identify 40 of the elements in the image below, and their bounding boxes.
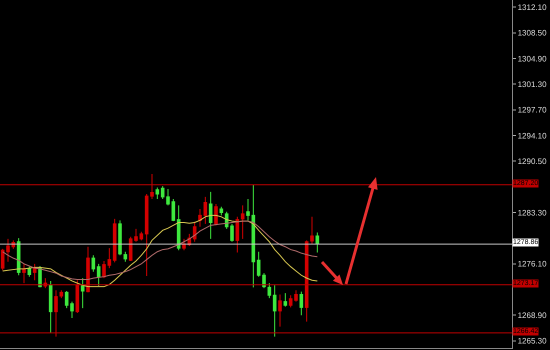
candlestick xyxy=(278,294,282,328)
candlestick xyxy=(156,187,160,200)
candlestick xyxy=(92,254,96,272)
candlestick xyxy=(310,216,314,244)
candlestick xyxy=(240,204,244,240)
candlestick xyxy=(284,292,288,308)
y-tick-label: 1283.30 xyxy=(518,208,548,218)
candlestick xyxy=(272,284,276,338)
candlestick xyxy=(112,218,116,263)
y-tick-label: 1265.30 xyxy=(518,336,548,346)
candlestick xyxy=(208,191,212,240)
candlestick xyxy=(22,263,26,284)
candlestick xyxy=(214,203,218,226)
candlestick xyxy=(176,204,180,251)
y-tick-label: 1304.90 xyxy=(518,54,548,64)
y-tick-label: 1294.10 xyxy=(518,131,548,140)
y-tick-label: 1276.10 xyxy=(518,260,548,269)
y-tick-label: 1290.50 xyxy=(518,156,548,166)
candlestick xyxy=(300,291,304,316)
candlestick xyxy=(192,221,196,242)
candlestick xyxy=(76,280,80,314)
candlestick xyxy=(28,266,32,278)
y-tick-label: 1301.30 xyxy=(518,80,548,89)
candlestick xyxy=(38,265,42,288)
candlestick xyxy=(316,232,320,253)
candlestick xyxy=(304,240,308,322)
candlestick xyxy=(80,278,84,309)
candlestick xyxy=(268,282,272,299)
candlestick xyxy=(220,206,224,216)
y-tick-label: 1312.10 xyxy=(518,2,548,12)
line-series xyxy=(2,220,318,280)
y-tick-label: 1308.50 xyxy=(518,28,548,38)
candlestick xyxy=(32,263,36,281)
line-series xyxy=(2,214,318,288)
candlestick xyxy=(86,246,90,293)
y-tick-label: 1297.70 xyxy=(518,106,548,115)
candlestick xyxy=(236,216,240,253)
candlestick xyxy=(96,263,100,286)
y-tick-label: 1268.90 xyxy=(518,311,548,320)
candlestick xyxy=(48,280,52,334)
